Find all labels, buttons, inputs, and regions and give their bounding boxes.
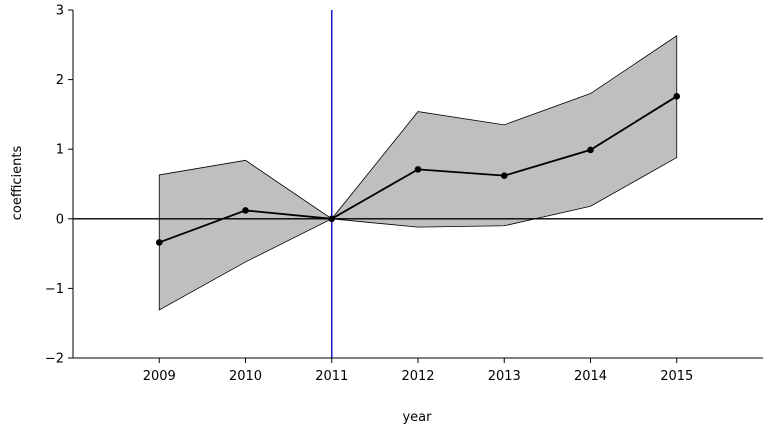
reference-lines-layer [73,10,763,358]
x-tick-label: 2015 [660,369,693,384]
confidence-band-layer [158,35,678,311]
coefficient-point [500,172,508,179]
x-tick-label: 2012 [401,369,434,384]
y-tick-label: 1 [56,143,64,158]
y-axis-title: coefficients [10,146,25,221]
x-tick-label: 2013 [488,369,521,384]
x-tick-label: 2014 [574,369,607,384]
x-tick-label: 2009 [143,369,176,384]
axes-layer [68,9,763,363]
labels-layer: year coefficients −2 −1 0 1 2 3 2009 2010 2011 20… [10,4,693,426]
y-tick-label: 3 [56,4,64,19]
x-tick-label: 2011 [315,369,348,384]
y-tick-label: −2 [45,352,64,367]
y-tick-label: 2 [56,73,64,88]
y-tick-label: −1 [45,282,64,297]
coefficient-point [414,166,422,173]
coefficient-point [155,239,163,246]
coefficient-point [242,207,249,214]
coefficient-point [673,93,681,100]
series-layer [155,93,681,246]
y-tick-label: 0 [56,212,64,227]
coefficient-point [328,215,336,223]
coefficient-point [587,146,594,154]
confidence-band [158,35,678,311]
x-tick-label: 2010 [229,369,262,384]
x-axis-title: year [402,410,432,425]
